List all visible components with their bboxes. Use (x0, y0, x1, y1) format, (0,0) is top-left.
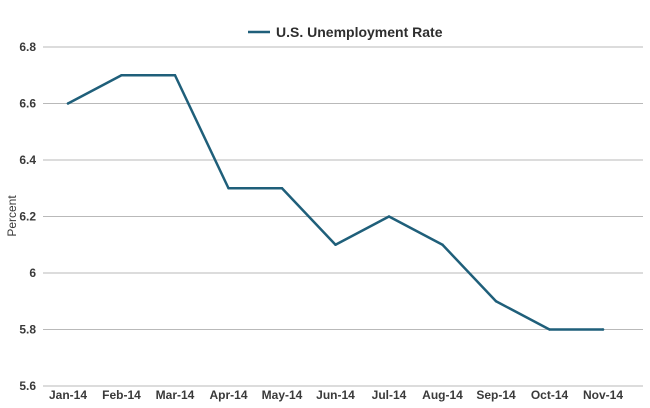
x-tick-label: Jan-14 (49, 388, 87, 402)
data-point (334, 243, 337, 246)
y-tick-label: 6.6 (19, 97, 36, 111)
x-tick-label: Mar-14 (156, 388, 195, 402)
y-tick-label: 6.4 (19, 153, 36, 167)
series-line (66, 74, 605, 331)
gridlines (43, 46, 643, 387)
y-tick-label: 6.8 (19, 40, 36, 54)
y-tick-label: 6 (29, 266, 36, 280)
x-tick-label: Feb-14 (102, 388, 141, 402)
x-tick-label: Oct-14 (531, 388, 569, 402)
x-tick-label: Nov-14 (583, 388, 623, 402)
x-tick-label: Jul-14 (372, 388, 407, 402)
y-tick-label: 6.2 (19, 210, 36, 224)
data-point (441, 243, 444, 246)
legend-label: U.S. Unemployment Rate (276, 24, 443, 40)
x-axis-ticks: Jan-14 Feb-14 Mar-14 Apr-14 May-14 Jun-14 Jul-… (49, 388, 623, 402)
y-axis-ticks: 5.6 5.8 6 6.2 6.4 6.6 6.8 (19, 40, 36, 393)
data-point (120, 74, 123, 77)
data-point (227, 187, 230, 190)
legend: U.S. Unemployment Rate (248, 24, 443, 40)
x-tick-label: Apr-14 (209, 388, 247, 402)
y-axis-title: Percent (5, 195, 19, 237)
series-group (66, 74, 605, 331)
x-tick-label: Sep-14 (476, 388, 516, 402)
data-point (494, 300, 498, 303)
y-tick-label: 5.6 (19, 379, 36, 393)
data-point (387, 215, 391, 218)
data-point (280, 187, 284, 190)
data-point (173, 74, 177, 77)
x-tick-label: Aug-14 (422, 388, 463, 402)
x-tick-label: Jun-14 (316, 388, 355, 402)
y-tick-label: 5.8 (19, 323, 36, 337)
data-point (601, 328, 605, 331)
x-tick-label: May-14 (262, 388, 303, 402)
data-point (66, 102, 70, 105)
data-point (548, 328, 551, 331)
